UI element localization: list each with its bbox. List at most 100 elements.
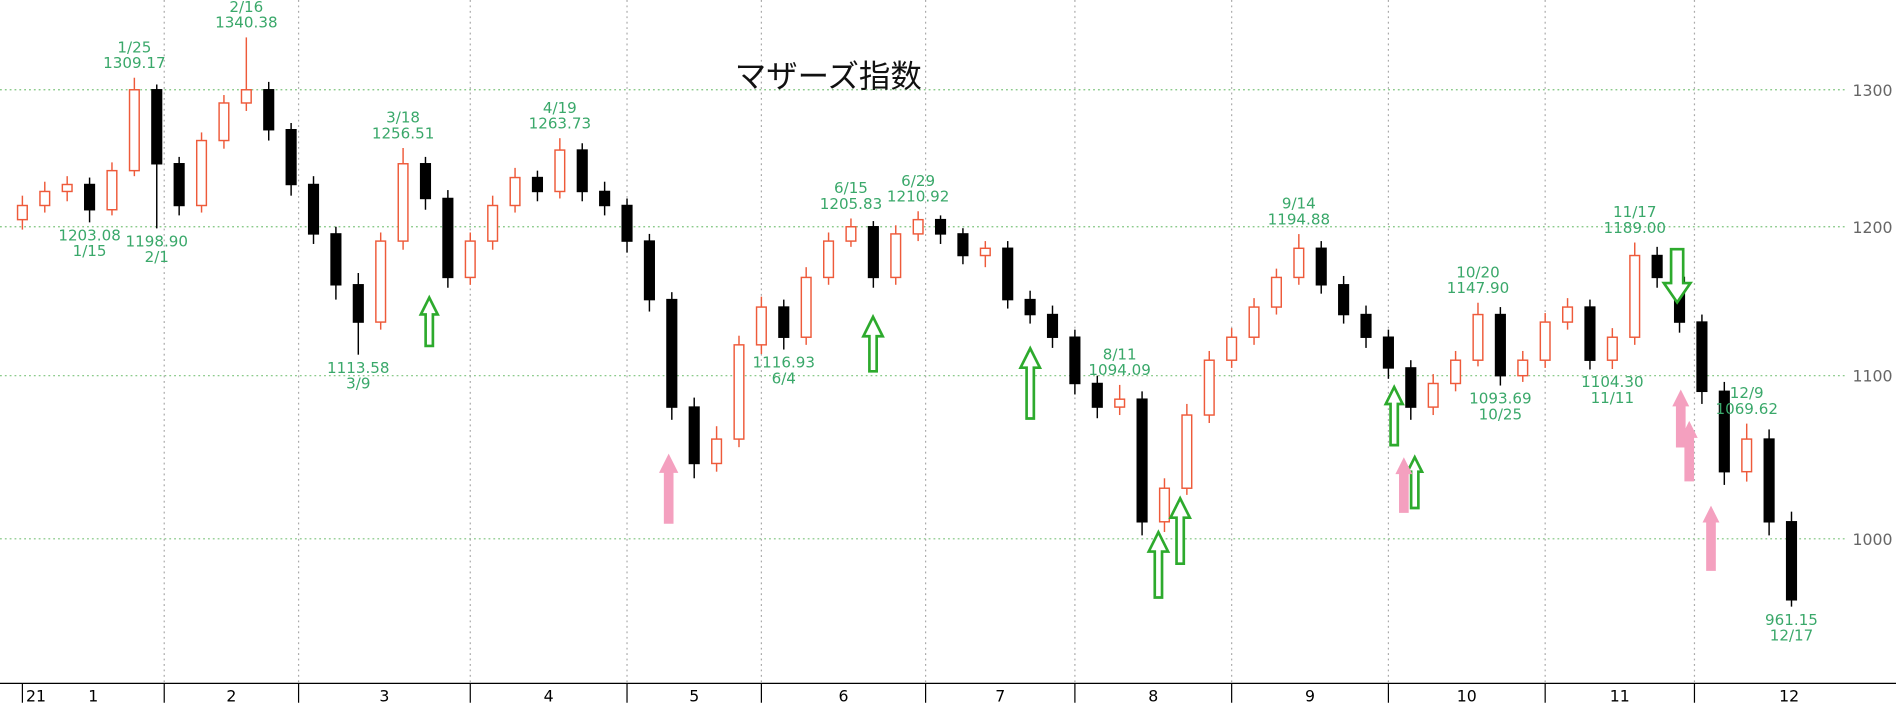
- x-tick-label: 5: [689, 687, 699, 706]
- x-tick-label: 3: [379, 687, 389, 706]
- candle-body: [621, 204, 633, 242]
- candle-body: [778, 306, 790, 338]
- candle-body: [643, 240, 655, 301]
- candle-body: [1539, 321, 1551, 361]
- candle-body: [151, 89, 163, 165]
- annotation-date: 12/9: [1730, 384, 1764, 402]
- candle-body: [307, 183, 320, 235]
- candle-body: [464, 240, 476, 279]
- candle-body: [263, 89, 275, 131]
- candle-body: [1651, 254, 1663, 279]
- green-arrow: [418, 294, 440, 348]
- candle-body: [1069, 336, 1081, 385]
- candle-body: [285, 128, 297, 186]
- x-tick-label: 2: [226, 687, 236, 706]
- annotation-value: 1104.30: [1581, 373, 1643, 391]
- annotation-value: 1340.38: [215, 14, 277, 32]
- candle-body: [1024, 298, 1036, 316]
- candle-body: [934, 218, 947, 235]
- candle-body: [599, 190, 611, 207]
- green-down-arrow: [1661, 247, 1693, 305]
- annotation-value: 1116.93: [753, 354, 815, 372]
- candle-body: [1561, 306, 1574, 323]
- candle-body: [755, 306, 767, 346]
- annotation-value: 1194.88: [1268, 210, 1330, 228]
- candle-body: [240, 89, 252, 104]
- candle-body: [1741, 438, 1753, 473]
- year-label: 21: [26, 687, 46, 706]
- pink-arrow: [1702, 505, 1720, 571]
- annotation-value: 1189.00: [1604, 219, 1666, 237]
- annotation-date: 9/14: [1282, 195, 1316, 213]
- candle-body: [352, 284, 364, 323]
- candle-body: [39, 190, 51, 207]
- x-tick-label: 11: [1610, 687, 1630, 706]
- y-tick-label: 1300: [1852, 81, 1892, 100]
- candles: [16, 37, 1798, 607]
- green-arrow: [861, 313, 885, 373]
- annotation-value: 1210.92: [887, 188, 949, 206]
- annotation-value: 1069.62: [1715, 400, 1777, 418]
- candle-body: [1450, 359, 1462, 385]
- candle-body: [576, 149, 588, 193]
- annotation-value: 1113.58: [327, 359, 389, 377]
- annotation-date: 8/11: [1103, 346, 1137, 364]
- annotation-date: 2/16: [229, 0, 263, 16]
- annotation-value: 1093.69: [1469, 390, 1531, 408]
- candle-body: [688, 406, 700, 465]
- y-tick-label: 1200: [1852, 218, 1892, 237]
- annotation-date: 6/4: [772, 369, 796, 387]
- candle-body: [1136, 398, 1148, 523]
- annotation-date: 3/9: [346, 375, 370, 393]
- candle-body: [84, 183, 96, 211]
- annotation-date: 3/18: [386, 109, 420, 127]
- candle-body: [666, 298, 678, 408]
- annotation-date: 11/11: [1591, 389, 1635, 407]
- candle-body: [867, 226, 879, 279]
- candle-body: [173, 163, 185, 207]
- annotation-date: 1/15: [73, 242, 107, 260]
- candle-body: [554, 149, 566, 193]
- candle-body: [1091, 382, 1103, 408]
- candle-body: [487, 204, 499, 242]
- y-tick-label: 1100: [1852, 367, 1892, 386]
- x-tick-label: 4: [544, 687, 554, 706]
- candle-body: [1584, 306, 1596, 361]
- candle-body: [531, 176, 544, 193]
- candle-body: [1046, 313, 1059, 338]
- green-arrow: [1168, 495, 1192, 565]
- pink-arrow: [659, 453, 679, 524]
- annotation-date: 10/20: [1456, 263, 1500, 281]
- chart-title: マザーズ指数: [735, 59, 922, 95]
- x-tick-label: 6: [838, 687, 848, 706]
- y-tick-label: 1000: [1852, 530, 1892, 549]
- arrows: [418, 247, 1720, 599]
- candle-body: [1785, 521, 1798, 601]
- candle-body: [1494, 313, 1506, 377]
- pink-arrow: [1395, 457, 1413, 513]
- candle-body: [800, 276, 812, 338]
- x-tick-label: 7: [995, 687, 1005, 706]
- candle-body: [442, 197, 454, 279]
- annotation-date: 2/1: [145, 248, 169, 266]
- candle-body: [711, 438, 723, 465]
- candle-body: [1472, 313, 1484, 361]
- pink-arrow: [1680, 420, 1698, 482]
- candle-body: [16, 204, 28, 221]
- candle-body: [1696, 321, 1708, 393]
- candle-body: [1114, 398, 1126, 408]
- green-arrow: [1018, 345, 1043, 420]
- annotation-date: 11/17: [1613, 203, 1657, 221]
- candle-body: [1360, 313, 1372, 338]
- candle-body: [1270, 276, 1283, 308]
- annotation-value: 961.15: [1765, 611, 1818, 629]
- candle-body: [330, 233, 342, 286]
- candle-body: [1382, 336, 1394, 369]
- candle-body: [733, 344, 745, 440]
- x-tick-label: 10: [1457, 687, 1477, 706]
